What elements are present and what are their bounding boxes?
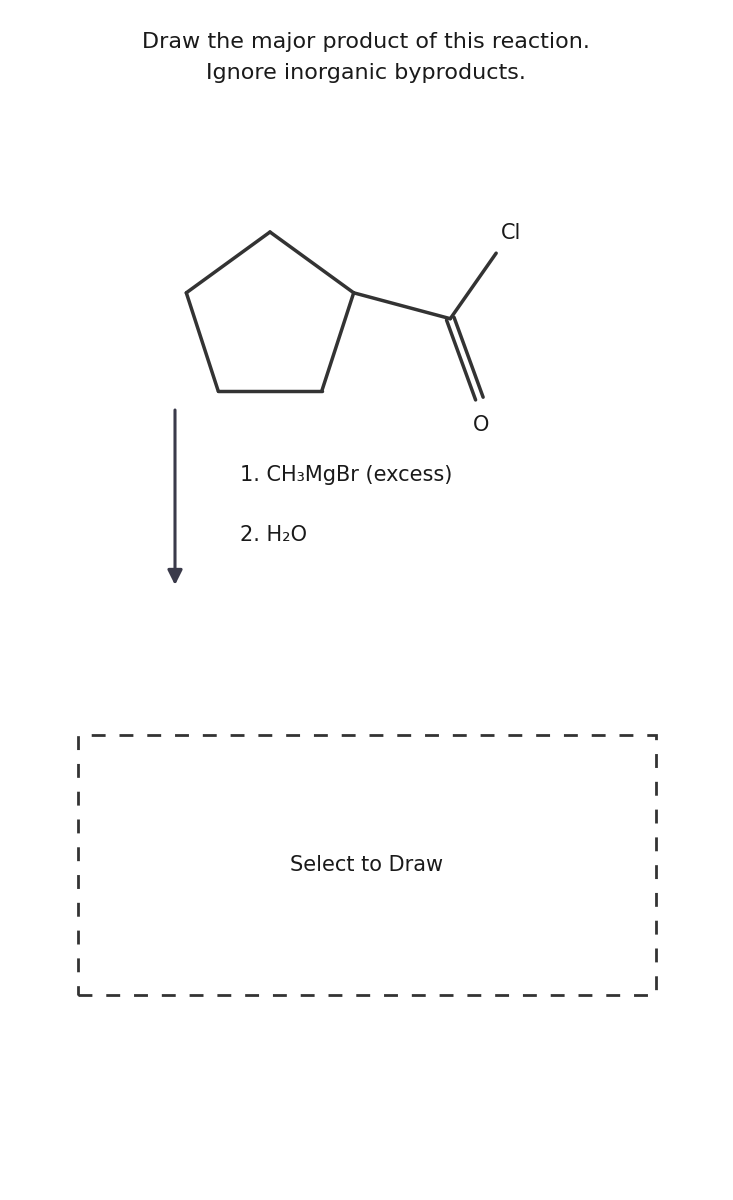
Text: O: O: [474, 414, 490, 434]
Bar: [78, 734, 656, 995]
Text: Select to Draw: Select to Draw: [290, 854, 443, 875]
Text: 1. CH₃MgBr (excess): 1. CH₃MgBr (excess): [240, 464, 452, 485]
Text: Ignore inorganic byproducts.: Ignore inorganic byproducts.: [206, 62, 526, 83]
Text: 2. H₂O: 2. H₂O: [240, 526, 307, 545]
Text: Cl: Cl: [501, 223, 522, 244]
Text: Draw the major product of this reaction.: Draw the major product of this reaction.: [142, 32, 590, 52]
